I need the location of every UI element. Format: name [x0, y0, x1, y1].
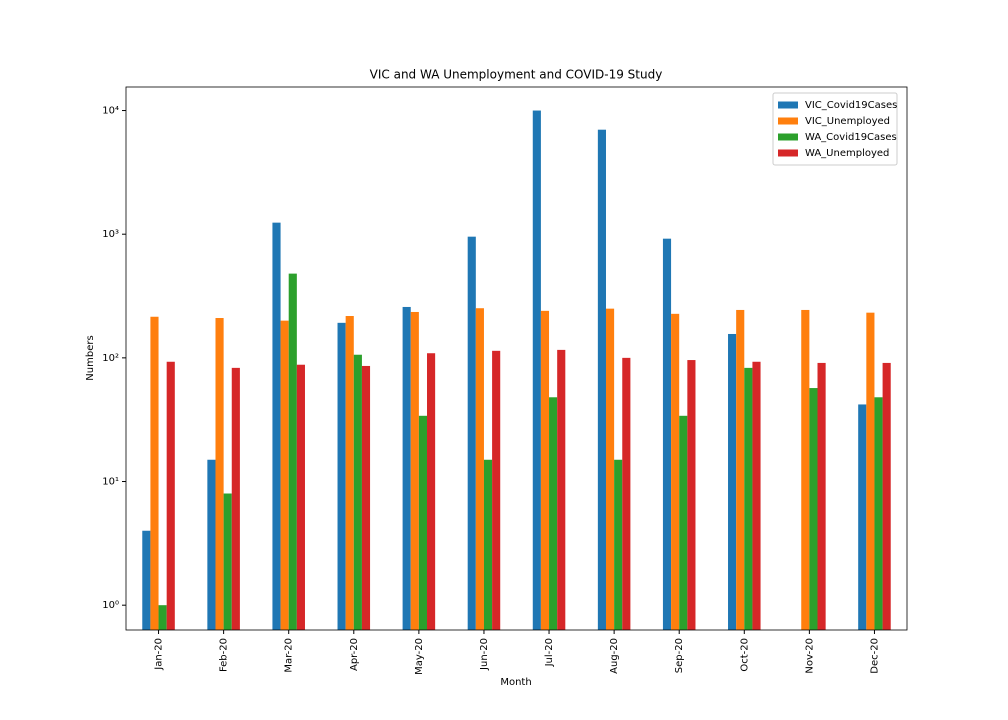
bar — [532, 110, 541, 630]
legend-label: WA_Covid19Cases — [805, 132, 897, 143]
legend-swatch — [778, 101, 798, 109]
bar — [736, 309, 745, 630]
x-tick-label: Nov-20 — [804, 638, 815, 674]
y-tick-label: 10⁴ — [102, 106, 119, 117]
bar — [158, 605, 167, 630]
bar — [728, 333, 737, 630]
x-tick-label: Jun-20 — [479, 638, 490, 671]
bar — [874, 397, 883, 630]
x-tick-label: Jul-20 — [544, 638, 555, 667]
bar — [410, 311, 419, 630]
bar — [492, 350, 501, 630]
bar — [687, 360, 696, 630]
bar — [540, 310, 550, 630]
legend-swatch — [778, 149, 798, 157]
bar — [345, 316, 354, 630]
bar — [402, 306, 411, 630]
legend-label: WA_Unemployed — [805, 148, 889, 159]
x-tick-label: May-20 — [414, 638, 425, 675]
x-tick-label: Feb-20 — [219, 638, 230, 672]
bar — [223, 493, 232, 630]
y-axis-label: Numbers — [85, 335, 96, 380]
bar — [427, 353, 436, 630]
x-tick-label: Sep-20 — [674, 638, 685, 673]
bar — [296, 364, 305, 630]
bar — [744, 367, 753, 630]
bar — [866, 312, 875, 630]
legend-frame — [772, 92, 898, 166]
x-tick-label: Dec-20 — [869, 638, 880, 674]
y-tick-label: 10¹ — [102, 477, 119, 488]
bar — [557, 349, 566, 630]
x-tick-label: Oct-20 — [739, 638, 750, 672]
bar — [361, 365, 371, 630]
bar — [817, 362, 826, 630]
bar — [207, 459, 216, 630]
x-tick-label: Apr-20 — [349, 638, 360, 671]
bar — [337, 322, 346, 630]
plot-frame — [125, 86, 908, 631]
bar — [288, 273, 297, 630]
bar — [418, 415, 428, 630]
bar — [483, 459, 493, 630]
bar — [215, 318, 224, 630]
bar — [467, 236, 476, 630]
legend-swatch — [778, 117, 798, 125]
legend-label: VIC_Unemployed — [805, 116, 890, 127]
x-axis-label: Month — [500, 677, 531, 688]
legend: VIC_Covid19Cases VIC_Unemployed WA_Covid19… — [772, 92, 898, 166]
y-tick-label: 10⁰ — [102, 600, 119, 611]
bar — [549, 397, 558, 630]
bar — [280, 320, 289, 630]
legend-swatch — [778, 133, 798, 141]
bar — [231, 367, 240, 630]
x-tick-label: Mar-20 — [284, 638, 295, 673]
bar — [882, 362, 891, 630]
y-tick-label: 10³ — [102, 229, 119, 240]
bar — [353, 354, 362, 630]
bar — [142, 530, 151, 630]
bar — [614, 459, 623, 630]
bar — [662, 238, 672, 630]
bar — [272, 222, 281, 630]
bar — [858, 404, 867, 630]
bar — [801, 309, 810, 630]
bar — [475, 308, 484, 630]
bar — [671, 313, 680, 630]
bar — [622, 357, 631, 630]
x-tick-label: Jan-20 — [154, 638, 165, 671]
bar — [809, 388, 818, 630]
legend-label: VIC_Covid19Cases — [805, 100, 897, 111]
bar — [752, 361, 761, 630]
x-tick-label: Aug-20 — [609, 638, 620, 674]
bar — [597, 129, 606, 630]
y-tick-label: 10² — [102, 353, 119, 364]
bar — [605, 308, 615, 630]
chart-title: VIC and WA Unemployment and COVID-19 Stu… — [370, 68, 663, 82]
bar — [166, 361, 175, 630]
bar — [679, 415, 688, 630]
bar — [150, 316, 159, 630]
